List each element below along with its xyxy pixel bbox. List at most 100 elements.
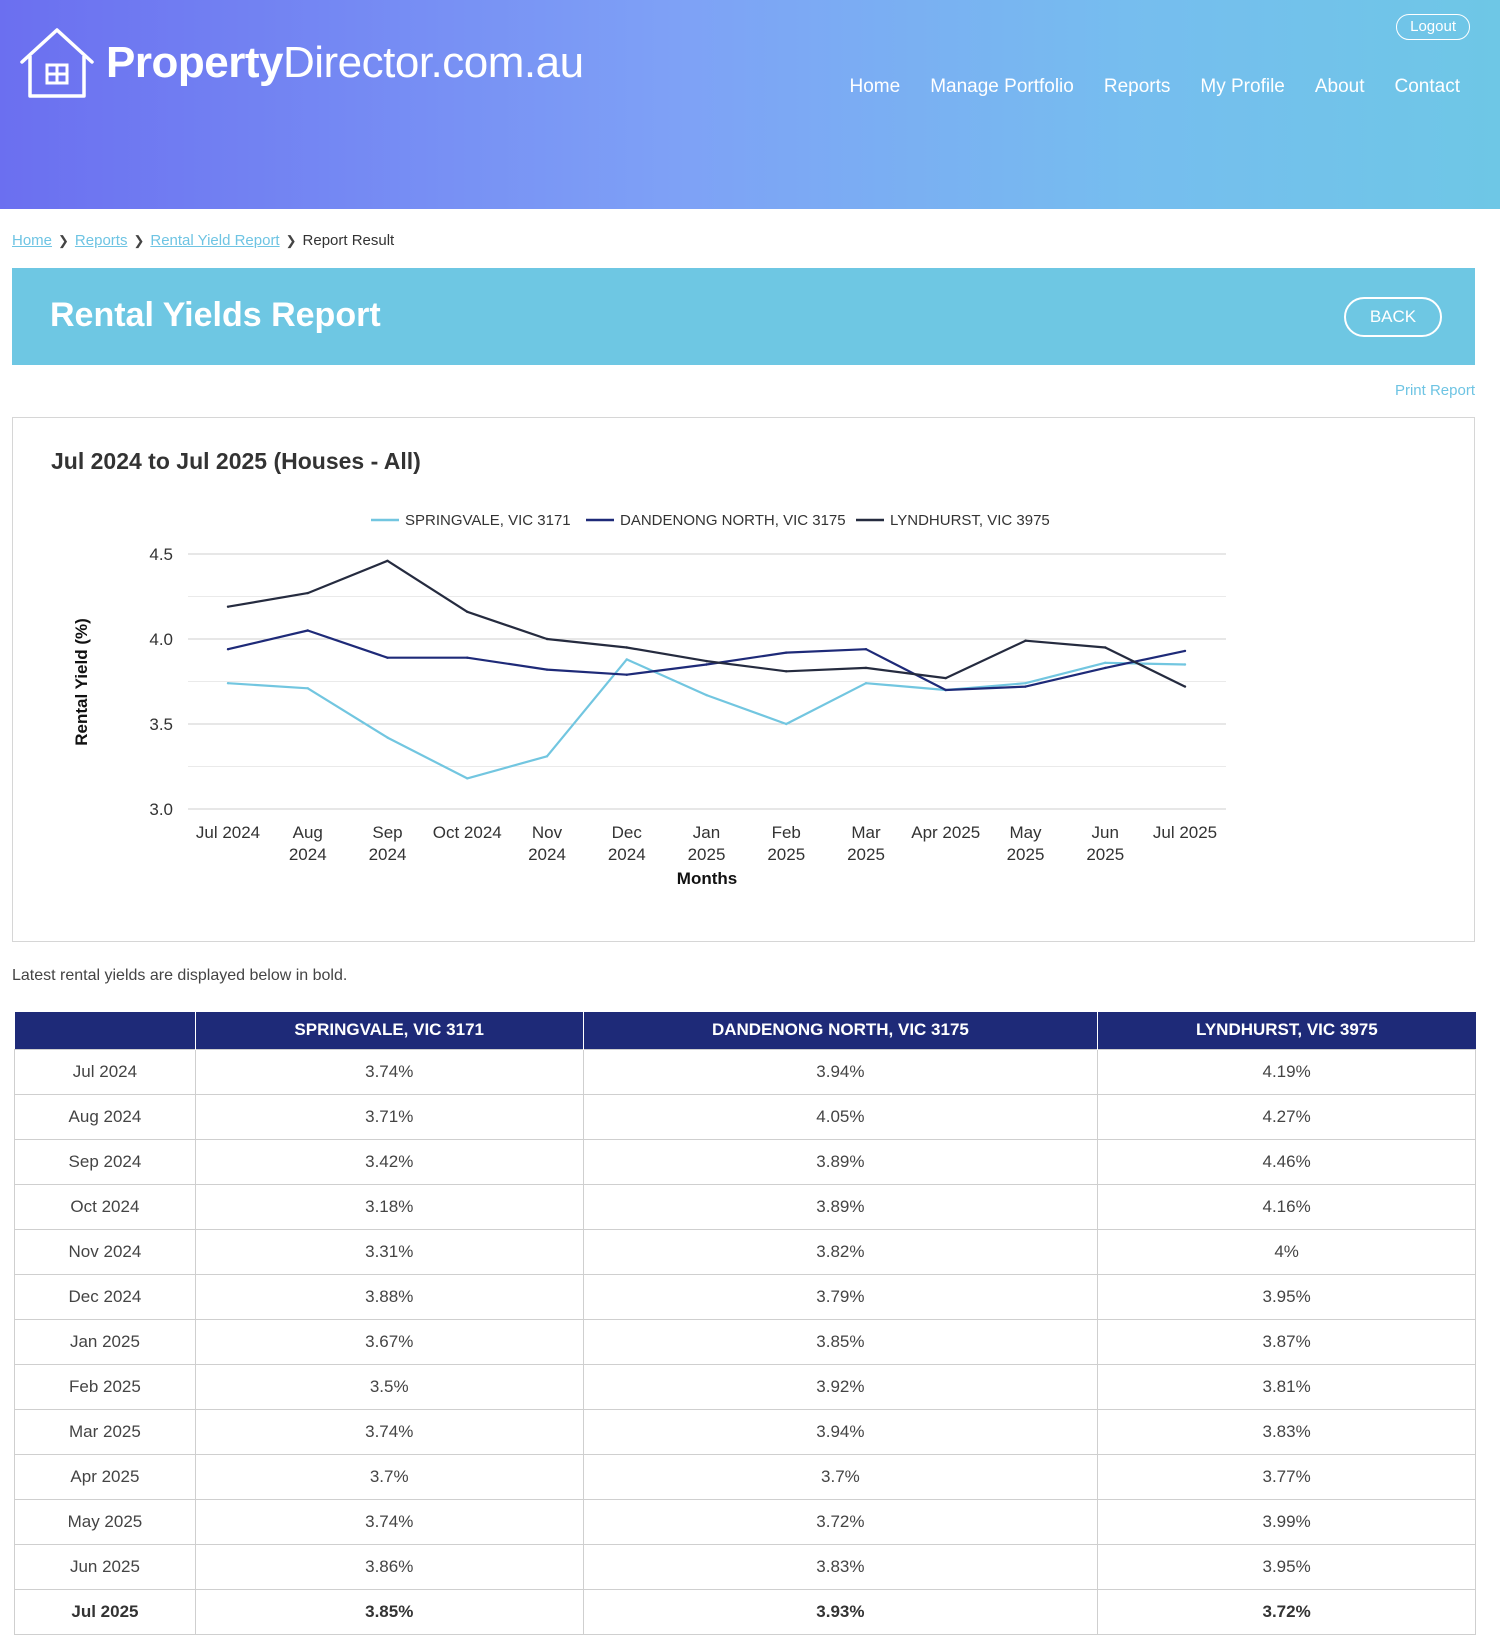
breadcrumb-rental-yield-report[interactable]: Rental Yield Report bbox=[150, 232, 280, 249]
table-header-row: SPRINGVALE, VIC 3171 DANDENONG NORTH, VI… bbox=[14, 1012, 1476, 1049]
data-point bbox=[1104, 661, 1107, 664]
x-tick-label: 2025 bbox=[767, 845, 805, 864]
table-cell-yield: 3.92% bbox=[582, 1363, 1099, 1410]
data-point bbox=[545, 755, 549, 758]
table-cell-yield: 3.77% bbox=[1097, 1453, 1476, 1500]
breadcrumb-home[interactable]: Home bbox=[12, 232, 53, 249]
nav-contact[interactable]: Contact bbox=[1394, 76, 1460, 97]
site-header: PropertyDirector.com.au Logout Home Mana… bbox=[0, 0, 1500, 209]
x-tick-label: 2025 bbox=[1086, 845, 1124, 864]
house-icon bbox=[20, 28, 94, 98]
data-point bbox=[466, 777, 469, 780]
series-line-2 bbox=[227, 559, 1186, 688]
data-point bbox=[545, 637, 549, 641]
table-row: Apr 2025 3.7% 3.7% 3.77% bbox=[14, 1453, 1476, 1500]
nav-reports[interactable]: Reports bbox=[1103, 76, 1171, 97]
table-cell-month: Nov 2024 bbox=[14, 1228, 196, 1275]
breadcrumb-current: Report Result bbox=[302, 232, 395, 249]
table-cell-yield: 4.05% bbox=[582, 1093, 1099, 1140]
x-tick-label: Jul 2025 bbox=[1153, 823, 1217, 842]
data-point bbox=[306, 687, 309, 690]
data-point bbox=[226, 648, 230, 651]
table-cell-yield: 3.7% bbox=[582, 1453, 1099, 1500]
table-cell-yield: 3.95% bbox=[1097, 1273, 1476, 1320]
x-tick-label: Aug bbox=[293, 823, 323, 842]
print-report-link[interactable]: Print Report bbox=[1394, 382, 1475, 399]
x-tick-label: Jan bbox=[693, 823, 720, 842]
table-cell-yield: 4% bbox=[1097, 1228, 1476, 1275]
data-point bbox=[705, 693, 708, 697]
table-cell-yield: 3.89% bbox=[582, 1138, 1099, 1185]
data-point bbox=[1024, 639, 1027, 642]
x-tick-label: 2025 bbox=[847, 845, 885, 864]
table-cell-yield: 3.74% bbox=[194, 1408, 584, 1455]
x-tick-label: Apr 2025 bbox=[911, 823, 980, 842]
logo-text: PropertyDirector.com.au bbox=[106, 38, 584, 87]
chart-title: Jul 2024 to Jul 2025 (Houses - All) bbox=[51, 448, 421, 474]
rental-yield-chart: 4.5 4.0 3.5 3.0 Rental Yield (%) Jul 2024 Aug 2… bbox=[72, 512, 1226, 888]
chevron-right-icon: ❯ bbox=[285, 232, 297, 248]
table-cell-month: May 2025 bbox=[14, 1498, 196, 1545]
data-point bbox=[1104, 646, 1107, 649]
breadcrumb-reports[interactable]: Reports bbox=[74, 232, 128, 249]
site-logo[interactable]: PropertyDirector.com.au bbox=[18, 26, 584, 100]
table-header-dandenong-north: DANDENONG NORTH, VIC 3175 bbox=[582, 1012, 1098, 1049]
data-point bbox=[1183, 685, 1187, 688]
table-cell-yield: 3.5% bbox=[194, 1363, 584, 1410]
table-cell-yield: 3.88% bbox=[194, 1273, 584, 1320]
back-button[interactable]: BACK bbox=[1344, 297, 1442, 337]
x-tick-label: 2024 bbox=[289, 845, 327, 864]
table-cell-month: Feb 2025 bbox=[14, 1363, 196, 1410]
page-title: Rental Yields Report bbox=[50, 296, 381, 334]
nav-manage-portfolio[interactable]: Manage Portfolio bbox=[930, 76, 1074, 97]
x-tick-label: Jun bbox=[1092, 823, 1119, 842]
table-header-lyndhurst: LYNDHURST, VIC 3975 bbox=[1097, 1012, 1476, 1049]
table-row: Jun 2025 3.86% 3.83% 3.95% bbox=[14, 1543, 1476, 1590]
data-point bbox=[625, 673, 628, 676]
table-cell-yield: 3.83% bbox=[582, 1543, 1099, 1590]
table-cell-month: Dec 2024 bbox=[14, 1273, 196, 1320]
table-header-month bbox=[14, 1012, 196, 1049]
logout-button[interactable]: Logout bbox=[1396, 14, 1470, 40]
table-cell-yield: 3.94% bbox=[582, 1408, 1099, 1455]
table-cell-month: Aug 2024 bbox=[14, 1093, 196, 1140]
table-cell-yield: 3.31% bbox=[194, 1228, 584, 1275]
table-cell-yield: 3.79% bbox=[582, 1273, 1099, 1320]
table-cell-yield: 3.72% bbox=[1097, 1588, 1476, 1635]
chevron-right-icon: ❯ bbox=[133, 232, 145, 248]
table-cell-month: Jul 2025 bbox=[14, 1588, 196, 1635]
x-tick-label: Oct 2024 bbox=[433, 823, 502, 842]
table-cell-yield: 3.74% bbox=[194, 1498, 584, 1545]
x-tick-label: Dec bbox=[612, 823, 643, 842]
table-cell-yield: 3.82% bbox=[582, 1228, 1099, 1275]
data-point bbox=[306, 591, 309, 595]
x-tick-label: Mar bbox=[851, 823, 881, 842]
data-point bbox=[944, 676, 947, 680]
table-cell-month: Jul 2024 bbox=[14, 1048, 196, 1095]
table-cell-month: Jan 2025 bbox=[14, 1318, 196, 1365]
table-cell-month: Apr 2025 bbox=[14, 1453, 196, 1500]
data-point bbox=[226, 682, 230, 685]
table-cell-yield: 3.71% bbox=[194, 1093, 584, 1140]
nav-home[interactable]: Home bbox=[849, 76, 901, 97]
table-cell-yield: 4.19% bbox=[1097, 1048, 1476, 1095]
data-point bbox=[785, 670, 788, 673]
data-point bbox=[864, 666, 868, 670]
table-cell-yield: 3.99% bbox=[1097, 1498, 1476, 1545]
y-tick-label: 4.0 bbox=[149, 630, 173, 649]
yields-table: SPRINGVALE, VIC 3171 DANDENONG NORTH, VI… bbox=[14, 1012, 1476, 1635]
nav-my-profile[interactable]: My Profile bbox=[1200, 76, 1285, 97]
table-header-springvale: SPRINGVALE, VIC 3171 bbox=[194, 1012, 584, 1049]
data-point bbox=[944, 688, 947, 692]
table-row: Aug 2024 3.71% 4.05% 4.27% bbox=[14, 1093, 1476, 1140]
table-cell-yield: 3.83% bbox=[1097, 1408, 1476, 1455]
nav-about[interactable]: About bbox=[1314, 76, 1365, 97]
data-point bbox=[705, 663, 708, 666]
x-tick-label: 2025 bbox=[688, 845, 726, 864]
data-point bbox=[785, 651, 788, 654]
table-row: May 2025 3.74% 3.72% 3.99% bbox=[14, 1498, 1476, 1545]
table-cell-yield: 3.87% bbox=[1097, 1318, 1476, 1365]
data-point bbox=[545, 668, 549, 671]
data-point bbox=[705, 659, 708, 663]
table-cell-yield: 3.81% bbox=[1097, 1363, 1476, 1410]
